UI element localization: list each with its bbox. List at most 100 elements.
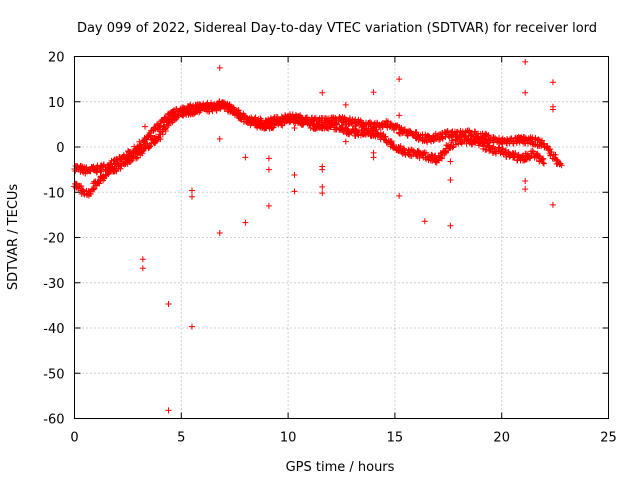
x-tick-label: 10 <box>280 431 297 446</box>
data-point-outlier <box>549 106 556 113</box>
data-point-outlier <box>319 190 326 197</box>
data-point-lower <box>449 144 456 151</box>
data-point-lower <box>486 142 493 149</box>
data-point-upper <box>513 140 520 147</box>
data-point-outlier <box>522 58 529 65</box>
data-point-upper <box>485 132 492 139</box>
data-point-outlier <box>396 112 403 119</box>
data-point-outlier <box>216 229 223 236</box>
data-point-upper <box>485 132 492 139</box>
y-tick-label: -40 <box>43 322 64 337</box>
data-point-outlier <box>447 158 454 165</box>
data-point-outlier <box>549 201 556 208</box>
data-point-lower <box>432 152 439 159</box>
x-tick-label: 25 <box>600 431 617 446</box>
data-point-lower <box>539 155 546 162</box>
data-point-outlier <box>319 89 326 96</box>
chart-title: Day 099 of 2022, Sidereal Day-to-day VTE… <box>77 21 597 36</box>
data-point-outlier <box>242 219 249 226</box>
data-point-outlier <box>139 256 146 263</box>
y-tick-label: -50 <box>43 367 64 382</box>
data-point-upper <box>498 139 505 146</box>
data-point-outlier <box>141 123 148 130</box>
y-tick-label: 10 <box>48 96 65 111</box>
data-point-lower <box>284 113 291 120</box>
data-point-lower <box>173 116 180 123</box>
data-point-upper <box>544 142 551 149</box>
data-point-outlier <box>291 124 298 131</box>
data-point-outlier <box>242 154 249 161</box>
data-point-outlier <box>216 64 223 71</box>
y-tick-label: -10 <box>43 186 64 201</box>
data-point-upper <box>466 128 473 135</box>
data-point-outlier <box>165 407 172 414</box>
data-point-outlier <box>421 218 428 225</box>
data-point-outlier <box>370 89 377 96</box>
x-tick-label: 15 <box>387 431 404 446</box>
data-point-lower <box>299 121 306 128</box>
y-tick-label: -20 <box>43 232 64 247</box>
data-point-outlier <box>265 155 272 162</box>
data-point-outlier <box>319 166 326 173</box>
data-point-lower <box>529 148 536 155</box>
data-point-lower <box>147 143 154 150</box>
data-point-outlier <box>549 79 556 86</box>
data-point-outlier <box>370 154 377 161</box>
grid <box>74 56 609 419</box>
data-point-outlier <box>342 101 349 108</box>
data-point-lower <box>535 152 542 159</box>
data-point-outlier <box>522 177 529 184</box>
data-point-upper <box>311 115 318 122</box>
data-point-outlier <box>216 135 223 142</box>
data-point-outlier <box>522 89 529 96</box>
x-axis-label: GPS time / hours <box>286 460 395 475</box>
data-points <box>71 58 565 414</box>
y-tick-label: 20 <box>48 51 65 66</box>
data-point-lower <box>382 133 389 140</box>
data-point-outlier <box>188 187 195 194</box>
data-point-lower <box>428 151 435 158</box>
data-point-lower <box>500 146 507 153</box>
data-point-outlier <box>188 323 195 330</box>
data-point-upper <box>547 152 554 159</box>
data-point-outlier <box>447 177 454 184</box>
data-point-outlier <box>342 138 349 145</box>
data-point-lower <box>184 106 191 113</box>
data-point-outlier <box>396 76 403 83</box>
data-point-lower <box>269 125 276 132</box>
data-point-lower <box>439 152 446 159</box>
data-point-lower <box>91 185 98 192</box>
data-point-outlier <box>291 188 298 195</box>
data-point-lower <box>423 149 430 156</box>
data-point-lower <box>233 108 240 115</box>
data-point-outlier <box>291 172 298 179</box>
data-point-outlier <box>165 301 172 308</box>
data-point-outlier <box>188 193 195 200</box>
data-point-outlier <box>319 183 326 190</box>
data-point-lower <box>539 159 546 166</box>
data-point-lower <box>269 124 276 131</box>
data-point-outlier <box>522 186 529 193</box>
y-tick-label: 0 <box>56 141 64 156</box>
data-point-upper <box>98 167 105 174</box>
data-point-lower <box>203 104 210 111</box>
data-point-upper <box>100 161 107 168</box>
data-point-outlier <box>265 166 272 173</box>
axis-ticks: 0 5 10 15 20 25 -60 -50 -40 -30 -20 -10 0 10 20 <box>43 51 617 446</box>
data-point-upper <box>558 162 565 169</box>
x-tick-label: 0 <box>70 431 78 446</box>
x-tick-label: 5 <box>177 431 185 446</box>
x-tick-label: 20 <box>493 431 510 446</box>
data-point-lower <box>312 125 319 132</box>
data-point-outlier <box>139 265 146 272</box>
data-point-outlier <box>396 192 403 199</box>
data-point-lower <box>540 160 547 167</box>
data-point-lower <box>338 123 345 130</box>
data-point-outlier <box>265 202 272 209</box>
y-tick-label: -30 <box>43 277 64 292</box>
data-point-lower <box>375 130 382 137</box>
data-point-lower <box>113 166 120 173</box>
data-point-upper <box>367 120 374 127</box>
data-point-lower <box>127 158 134 165</box>
